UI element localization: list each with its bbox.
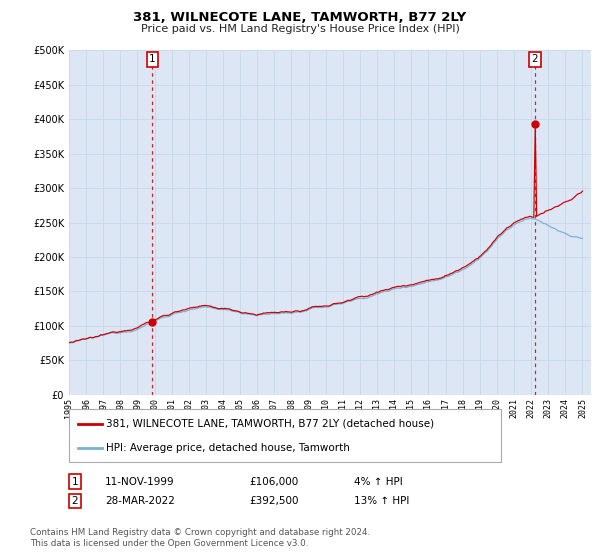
Text: Price paid vs. HM Land Registry's House Price Index (HPI): Price paid vs. HM Land Registry's House … [140,24,460,34]
Text: 1: 1 [149,54,155,64]
Text: £106,000: £106,000 [249,477,298,487]
Text: 1: 1 [71,477,79,487]
Text: 28-MAR-2022: 28-MAR-2022 [105,496,175,506]
Text: 13% ↑ HPI: 13% ↑ HPI [354,496,409,506]
Text: 11-NOV-1999: 11-NOV-1999 [105,477,175,487]
Text: 2: 2 [532,54,538,64]
Text: 4% ↑ HPI: 4% ↑ HPI [354,477,403,487]
Text: 2: 2 [71,496,79,506]
Text: 381, WILNECOTE LANE, TAMWORTH, B77 2LY: 381, WILNECOTE LANE, TAMWORTH, B77 2LY [133,11,467,24]
Text: 381, WILNECOTE LANE, TAMWORTH, B77 2LY (detached house): 381, WILNECOTE LANE, TAMWORTH, B77 2LY (… [106,419,434,429]
Text: Contains HM Land Registry data © Crown copyright and database right 2024.
This d: Contains HM Land Registry data © Crown c… [30,528,370,548]
Text: HPI: Average price, detached house, Tamworth: HPI: Average price, detached house, Tamw… [106,443,350,453]
Text: £392,500: £392,500 [249,496,299,506]
